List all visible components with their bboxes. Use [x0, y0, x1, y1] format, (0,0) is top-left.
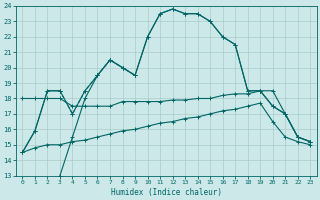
X-axis label: Humidex (Indice chaleur): Humidex (Indice chaleur) [111, 188, 222, 197]
